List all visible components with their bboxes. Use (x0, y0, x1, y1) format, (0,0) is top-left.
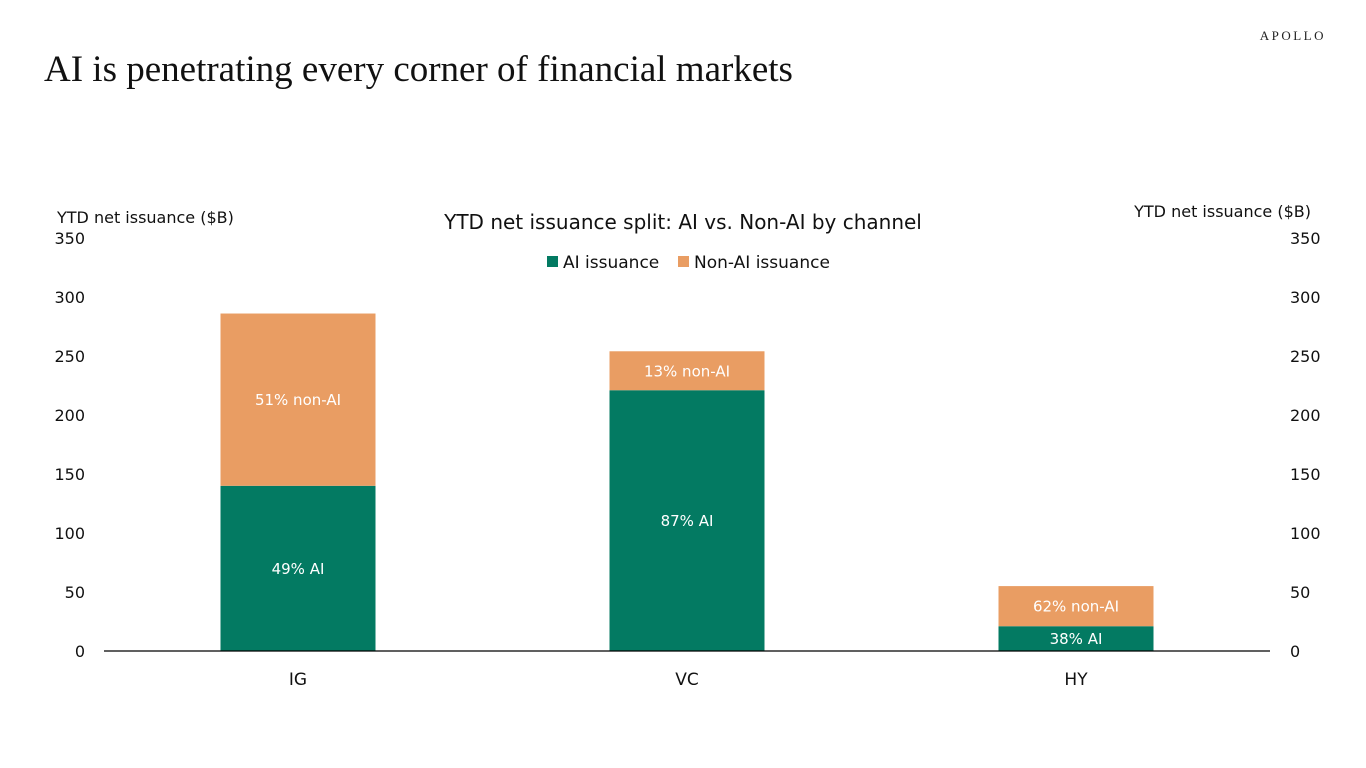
y-tick-left: 300 (54, 288, 85, 307)
legend-swatch-non-ai (678, 256, 689, 267)
bar-vc-ai (609, 390, 765, 651)
bar-ig-non-ai (220, 313, 376, 486)
apollo-logo: APOLLO (1259, 28, 1326, 43)
y-tick-right: 350 (1290, 229, 1321, 248)
slide-title: AI is penetrating every corner of financ… (44, 49, 793, 90)
chart-title: YTD net issuance split: AI vs. Non-AI by… (443, 210, 922, 234)
legend-label-non-ai: Non-AI issuance (694, 253, 830, 273)
bar-label-ig-ai: 49% AI (272, 560, 325, 578)
y-tick-right: 0 (1290, 642, 1300, 661)
legend-label-ai: AI issuance (563, 253, 659, 273)
bar-label-hy-ai: 38% AI (1050, 630, 1103, 648)
bar-vc-non-ai (609, 351, 765, 391)
bar-label-vc-ai: 87% AI (661, 512, 714, 530)
y-tick-right: 200 (1290, 406, 1321, 425)
y-tick-left: 0 (75, 642, 85, 661)
bar-ig-ai (220, 485, 376, 651)
y-tick-left: 250 (54, 347, 85, 366)
bar-label-vc-non-ai: 13% non-AI (644, 362, 730, 380)
y-tick-right: 100 (1290, 524, 1321, 543)
y-axis-title-right: YTD net issuance ($B) (1133, 202, 1311, 221)
y-tick-left: 50 (65, 583, 85, 602)
y-tick-right: 50 (1290, 583, 1310, 602)
y-tick-left: 350 (54, 229, 85, 248)
x-tick-vc: VC (675, 670, 699, 690)
y-tick-right: 150 (1290, 465, 1321, 484)
bar-label-ig-non-ai: 51% non-AI (255, 391, 341, 409)
legend-swatch-ai (547, 256, 558, 267)
y-tick-right: 250 (1290, 347, 1321, 366)
bar-hy-ai (998, 626, 1154, 651)
y-tick-right: 300 (1290, 288, 1321, 307)
y-tick-left: 150 (54, 465, 85, 484)
y-tick-left: 100 (54, 524, 85, 543)
bar-label-hy-non-ai: 62% non-AI (1033, 598, 1119, 616)
y-tick-left: 200 (54, 406, 85, 425)
bar-hy-non-ai (998, 586, 1154, 627)
y-axis-title-left: YTD net issuance ($B) (56, 208, 234, 227)
x-tick-ig: IG (289, 670, 307, 690)
x-tick-hy: HY (1064, 670, 1088, 690)
